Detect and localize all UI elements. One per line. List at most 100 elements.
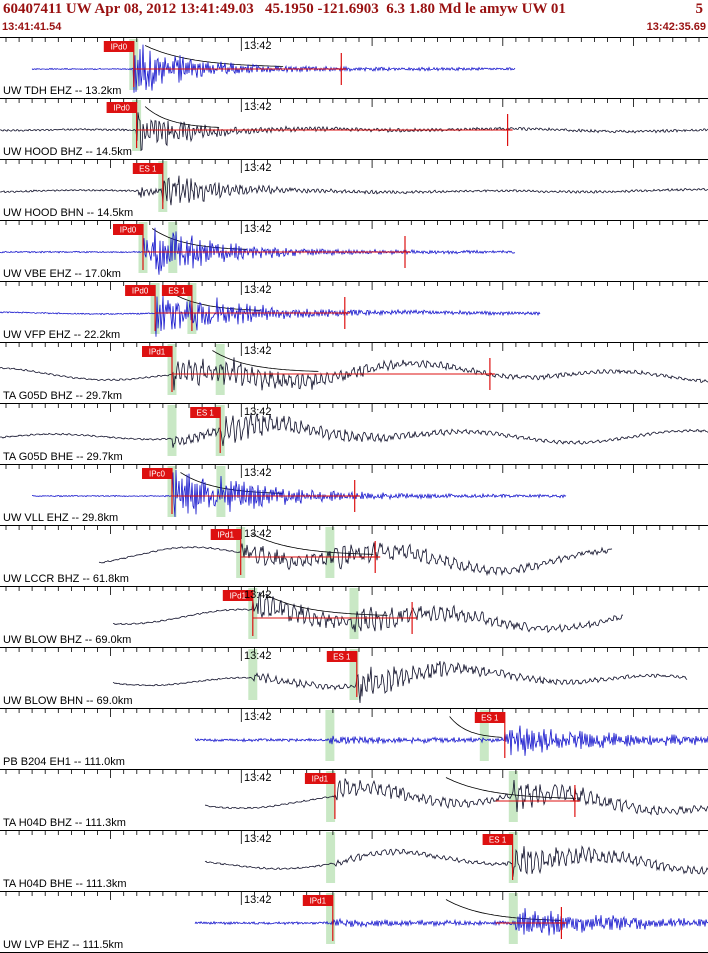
pick-flag-label: ES 1 xyxy=(168,287,186,296)
trace-row[interactable]: ES 1 13:42 UW BLOW BHN -- 69.0km xyxy=(0,647,708,708)
seismogram-canvas[interactable]: IPd1 xyxy=(0,343,708,403)
pick-flag[interactable] xyxy=(222,590,253,601)
seismogram-canvas[interactable]: ES 1 xyxy=(0,831,708,891)
waveform-trace[interactable] xyxy=(0,357,708,391)
seismogram-canvas[interactable]: ES 1 xyxy=(0,709,708,769)
minute-time-label: 13:42 xyxy=(244,162,272,174)
predicted-arrival-band xyxy=(216,466,226,517)
coda-decay-curve xyxy=(449,716,502,738)
seismogram-canvas[interactable]: ES 1 xyxy=(0,648,708,708)
minute-time-label: 13:42 xyxy=(244,528,272,540)
station-label: UW LCCR BHZ -- 61.8km xyxy=(3,573,129,585)
trace-row[interactable]: IPd0 ES 1 13:42 UW VFP EHZ -- 22.2km xyxy=(0,281,708,342)
seismogram-canvas[interactable]: ES 1 xyxy=(0,160,708,220)
pick-flag[interactable] xyxy=(161,285,192,296)
trace-row[interactable]: IPd1 13:42 TA H04D BHZ -- 111.3km xyxy=(0,769,708,830)
waveform-trace[interactable] xyxy=(194,908,708,936)
seismogram-canvas[interactable]: IPd1 xyxy=(0,892,708,952)
pick-flag[interactable] xyxy=(125,285,156,296)
seismogram-canvas[interactable]: IPd1 xyxy=(0,587,708,647)
pick-flag[interactable] xyxy=(304,773,335,784)
trace-row[interactable]: ES 1 13:42 PB B204 EH1 -- 111.0km xyxy=(0,708,708,769)
waveform-trace[interactable] xyxy=(0,227,516,275)
coda-decay-curve xyxy=(166,289,261,311)
pick-flag-label: IPd1 xyxy=(230,592,247,601)
minute-time-label: 13:42 xyxy=(244,894,272,906)
coda-decay-curve xyxy=(144,45,284,67)
waveform-trace[interactable] xyxy=(112,660,688,704)
coda-decay-curve xyxy=(144,106,220,128)
trace-row[interactable]: ES 1 13:42 UW HOOD BHN -- 14.5km xyxy=(0,159,708,220)
pick-flag[interactable] xyxy=(302,895,333,906)
minute-time-label: 13:42 xyxy=(244,772,272,784)
station-label: UW LVP EHZ -- 111.5km xyxy=(3,939,124,951)
waveform-trace[interactable] xyxy=(204,845,708,877)
trace-row[interactable]: IPd0 13:42 UW HOOD BHZ -- 14.5km xyxy=(0,98,708,159)
seismogram-canvas[interactable]: IPc0 xyxy=(0,465,708,525)
pick-flag[interactable] xyxy=(142,468,172,479)
pick-flag-label: IPd0 xyxy=(111,43,128,52)
trace-row[interactable]: IPd1 13:42 UW BLOW BHZ -- 69.0km xyxy=(0,586,708,647)
waveform-trace[interactable] xyxy=(205,778,708,816)
predicted-arrival-band xyxy=(326,893,336,944)
seismogram-canvas[interactable]: IPd0 xyxy=(0,99,708,159)
predicted-arrival-band xyxy=(508,771,518,822)
trace-row[interactable]: IPc0 13:42 UW VLL EHZ -- 29.8km xyxy=(0,464,708,525)
pick-flag[interactable] xyxy=(482,834,513,845)
trace-row[interactable]: IPd1 13:42 UW LCCR BHZ -- 61.8km xyxy=(0,525,708,586)
waveform-trace[interactable] xyxy=(194,725,708,756)
waveform-trace[interactable] xyxy=(0,112,708,152)
waveform-trace[interactable] xyxy=(0,175,708,206)
pick-flag[interactable] xyxy=(106,102,137,113)
waveform-trace[interactable] xyxy=(0,413,708,448)
station-label: UW BLOW BHZ -- 69.0km xyxy=(3,634,132,646)
pick-flag-label: ES 1 xyxy=(333,653,351,662)
trace-row[interactable]: IPd0 13:42 UW VBE EHZ -- 17.0km xyxy=(0,220,708,281)
predicted-arrival-band xyxy=(248,649,258,700)
waveform-trace[interactable] xyxy=(31,44,516,93)
predicted-arrival-band xyxy=(349,649,359,700)
pick-flag[interactable] xyxy=(142,346,172,357)
station-label: TA H04D BHE -- 111.3km xyxy=(3,878,127,890)
station-label: TA G05D BHZ -- 29.7km xyxy=(3,390,122,402)
station-label: UW BLOW BHN -- 69.0km xyxy=(3,695,133,707)
waveform-trace[interactable] xyxy=(112,591,624,634)
predicted-arrival-band xyxy=(508,832,518,883)
pick-flag-label: IPd1 xyxy=(217,531,234,540)
pick-flag-label: ES 1 xyxy=(489,836,507,845)
seismogram-canvas[interactable]: IPd0 ES 1 xyxy=(0,282,708,342)
trace-row[interactable]: IPd1 13:42 TA G05D BHZ -- 29.7km xyxy=(0,342,708,403)
pick-flag[interactable] xyxy=(474,712,505,723)
event-summary-title: 60407411 UW Apr 08, 2012 13:41:49.03 45.… xyxy=(3,1,566,17)
seismogram-canvas[interactable]: IPd1 xyxy=(0,526,708,586)
seismogram-canvas[interactable]: IPd1 xyxy=(0,770,708,830)
seismogram-canvas[interactable]: IPd0 xyxy=(0,38,708,98)
pick-flag[interactable] xyxy=(103,41,134,52)
minute-time-label: 13:42 xyxy=(244,223,272,235)
waveform-trace[interactable] xyxy=(98,542,613,577)
waveform-trace[interactable] xyxy=(0,295,541,337)
seismogram-canvas[interactable]: ES 1 xyxy=(0,404,708,464)
seismogram-canvas[interactable]: IPd0 xyxy=(0,221,708,281)
minute-time-label: 13:42 xyxy=(244,467,272,479)
predicted-arrival-band xyxy=(508,893,518,944)
pick-flag[interactable] xyxy=(210,529,241,540)
predicted-arrival-band xyxy=(167,405,177,456)
trace-row[interactable]: ES 1 13:42 TA H04D BHE -- 111.3km xyxy=(0,830,708,891)
trace-row[interactable]: IPd0 13:42 UW TDH EHZ -- 13.2km xyxy=(0,37,708,98)
pick-flag[interactable] xyxy=(190,407,221,418)
pick-flag[interactable] xyxy=(113,224,143,235)
station-label: UW VFP EHZ -- 22.2km xyxy=(3,329,121,341)
waveform-trace[interactable] xyxy=(31,469,567,518)
coda-decay-curve xyxy=(212,350,319,372)
station-label: UW VBE EHZ -- 17.0km xyxy=(3,268,121,280)
pick-flag[interactable] xyxy=(326,651,357,662)
minute-time-label: 13:42 xyxy=(244,40,272,52)
trace-row[interactable]: ES 1 13:42 TA G05D BHE -- 29.7km xyxy=(0,403,708,464)
minute-time-label: 13:42 xyxy=(244,406,272,418)
pick-flag[interactable] xyxy=(132,163,163,174)
minute-time-label: 13:42 xyxy=(244,711,272,723)
minute-time-label: 13:42 xyxy=(244,833,272,845)
minute-time-label: 13:42 xyxy=(244,345,272,357)
trace-row[interactable]: IPd1 13:42 UW LVP EHZ -- 111.5km xyxy=(0,891,708,953)
